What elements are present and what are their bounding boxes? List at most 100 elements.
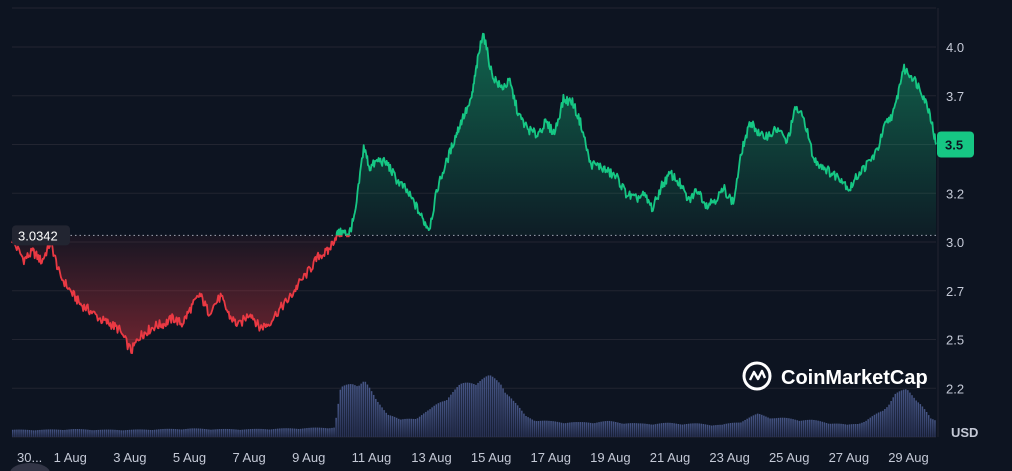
volume-bar: [26, 429, 29, 437]
volume-bar: [414, 419, 417, 437]
volume-bar: [12, 429, 14, 437]
volume-bar: [673, 423, 675, 437]
volume-bar: [241, 429, 243, 437]
volume-bar: [631, 423, 634, 437]
volume-bar: [483, 377, 486, 437]
volume-bar: [537, 421, 540, 437]
volume-bar: [738, 422, 740, 437]
volume-bar: [733, 422, 736, 437]
volume-bar: [168, 428, 170, 437]
volume-bar: [377, 401, 379, 437]
volume-bar: [279, 428, 281, 437]
volume-bar: [823, 422, 826, 437]
volume-bar: [583, 422, 586, 437]
volume-bar: [692, 423, 694, 437]
volume-bar: [813, 419, 815, 437]
volume-bar: [694, 423, 696, 437]
volume-bar: [375, 398, 377, 437]
volume-bar: [767, 417, 769, 437]
volume-bar: [322, 427, 325, 437]
volume-bar: [358, 385, 360, 437]
volume-bar: [170, 428, 173, 437]
volume-bar: [329, 428, 331, 437]
volume-bar: [681, 424, 684, 437]
volume-bar: [612, 421, 615, 437]
reference-label-text: 3.0342: [18, 228, 58, 243]
volume-bar: [195, 428, 198, 437]
volume-bar: [604, 421, 607, 437]
volume-bar: [727, 423, 730, 437]
volume-bar: [907, 390, 909, 437]
volume-bar: [633, 423, 636, 437]
volume-bar: [368, 387, 371, 437]
volume-bar: [502, 388, 504, 437]
volume-bar: [372, 394, 375, 437]
volume-bar: [437, 403, 440, 437]
x-axis: 30... 1 Aug 3 Aug 5 Aug 7 Aug 9 Aug 11 Aug 13 A…: [17, 450, 929, 465]
volume-bar: [107, 429, 110, 437]
volume-bar: [99, 429, 102, 437]
volume-bar: [189, 428, 191, 437]
volume-bar: [416, 418, 419, 437]
volume-bar: [141, 429, 143, 437]
volume-bar: [652, 424, 655, 437]
volume-bar: [431, 407, 433, 437]
volume-bar: [713, 425, 715, 437]
price-line-down: [11, 235, 338, 354]
volume-bar: [274, 428, 277, 437]
volume-bar: [258, 428, 260, 437]
volume-bar: [479, 381, 481, 437]
volume-bar: [312, 427, 314, 437]
volume-bar: [34, 430, 37, 437]
x-tick-label: 15 Aug: [471, 450, 512, 465]
volume-bar: [133, 429, 135, 437]
volume-bar: [327, 428, 329, 437]
volume-bar: [932, 419, 934, 437]
volume-bar: [82, 429, 85, 437]
volume-bar: [410, 418, 412, 437]
volume-bar: [37, 430, 39, 437]
volume-bar: [587, 422, 590, 437]
y-tick-label: 3.7: [946, 89, 964, 104]
volume-bar: [262, 429, 264, 437]
volume-bar: [896, 392, 899, 437]
volume-bar: [185, 428, 187, 437]
volume-bar: [544, 420, 546, 437]
volume-bar: [865, 420, 867, 437]
volume-bar: [47, 429, 49, 437]
volume-bar: [861, 422, 863, 437]
volume-bar: [656, 423, 659, 437]
volume-bar: [341, 386, 344, 437]
volume-bar: [608, 420, 611, 437]
volume-bar: [519, 407, 521, 437]
volume-bar: [251, 428, 254, 437]
price-line-up: [337, 228, 341, 236]
volume-bar: [592, 423, 594, 437]
volume-bar: [76, 429, 79, 437]
volume-bar: [508, 396, 511, 437]
volume-bar: [350, 384, 352, 437]
volume-bar: [128, 429, 131, 437]
volume-bar: [193, 428, 196, 437]
volume-bar: [445, 400, 448, 437]
volume-bar: [623, 423, 625, 437]
volume-bar: [650, 424, 652, 437]
volume-bar: [535, 421, 538, 437]
volume-bar: [460, 383, 463, 437]
volume-bar: [126, 429, 129, 437]
chart-footer-control[interactable]: [10, 463, 50, 471]
volume-bar: [817, 420, 819, 437]
volume-bar: [199, 428, 202, 437]
volume-bar: [245, 429, 248, 437]
volume-bar: [679, 424, 682, 437]
volume-bar: [360, 383, 362, 437]
volume-bar: [155, 429, 158, 437]
x-tick-label: 21 Aug: [650, 450, 691, 465]
volume-bar: [842, 424, 844, 437]
volume-bar: [166, 428, 168, 437]
volume-bar: [151, 430, 154, 437]
volume-bar: [506, 394, 508, 437]
volume-bar: [57, 429, 60, 437]
